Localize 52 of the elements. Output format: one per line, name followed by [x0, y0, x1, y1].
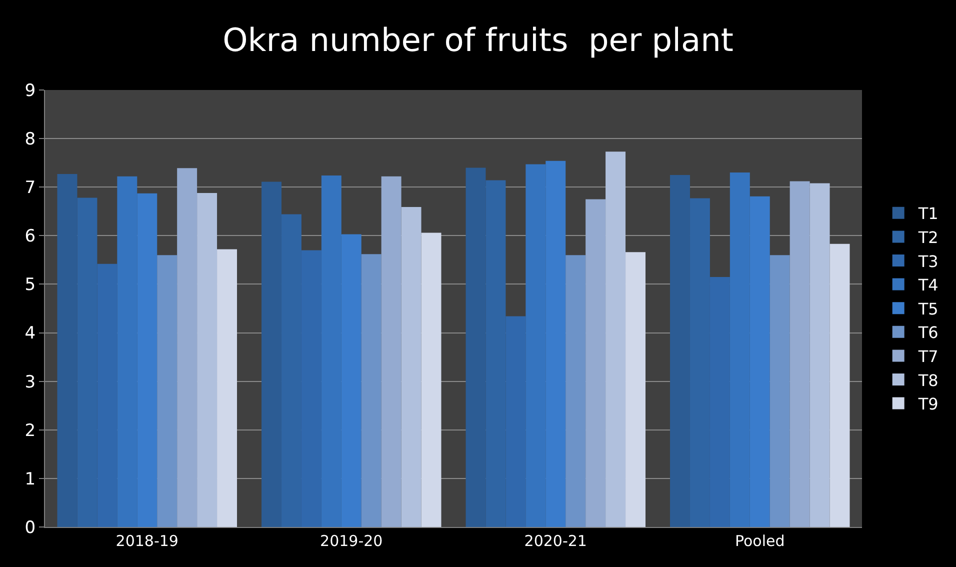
bar — [177, 168, 198, 527]
bar — [361, 254, 382, 527]
bar — [770, 255, 790, 527]
y-tick-label: 2 — [24, 420, 36, 441]
bar — [670, 174, 690, 527]
legend-label: T3 — [917, 252, 938, 271]
bar — [586, 199, 606, 527]
legend-label: T5 — [917, 299, 938, 318]
bar — [790, 181, 810, 527]
bar — [262, 182, 282, 527]
y-tick-label: 0 — [24, 518, 36, 538]
y-tick-label: 3 — [24, 372, 36, 392]
bar — [546, 160, 566, 527]
x-tick-label: 2018-19 — [116, 532, 178, 550]
bar — [117, 176, 138, 527]
bar — [401, 207, 422, 527]
bar — [466, 168, 486, 527]
bar — [137, 193, 158, 527]
bar — [381, 176, 402, 527]
y-tick-label: 7 — [24, 178, 36, 198]
y-tick-label: 4 — [24, 324, 36, 344]
bar — [421, 232, 442, 527]
legend-label: T6 — [917, 323, 938, 342]
bar — [830, 244, 850, 527]
legend-label: T9 — [917, 394, 938, 414]
legend-label: T4 — [917, 276, 938, 295]
legend-label: T7 — [917, 346, 938, 366]
bar — [626, 252, 646, 527]
bar — [341, 234, 362, 527]
bar — [321, 175, 342, 527]
legend-label: T2 — [917, 228, 938, 247]
y-tick-label: 8 — [24, 130, 36, 150]
x-tick-label: Pooled — [734, 532, 785, 550]
x-tick-label: 2019-20 — [320, 532, 383, 550]
chart-title: Okra number of fruits per plant — [222, 20, 734, 59]
x-tick-label: 2020-21 — [524, 532, 587, 550]
bar — [217, 249, 237, 527]
bar — [606, 152, 626, 527]
y-tick-label: 5 — [24, 275, 36, 296]
y-tick-label: 1 — [24, 469, 36, 490]
bar — [197, 192, 218, 527]
bar — [810, 183, 830, 527]
y-tick-label: 9 — [24, 80, 36, 101]
bar — [566, 255, 586, 527]
y-tick-label: 6 — [24, 226, 36, 247]
bar — [157, 255, 178, 527]
bar — [57, 174, 78, 527]
bar — [730, 172, 750, 527]
bar — [750, 196, 770, 527]
legend-label: T1 — [917, 204, 938, 224]
bar — [526, 164, 546, 527]
legend-label: T8 — [917, 370, 938, 390]
